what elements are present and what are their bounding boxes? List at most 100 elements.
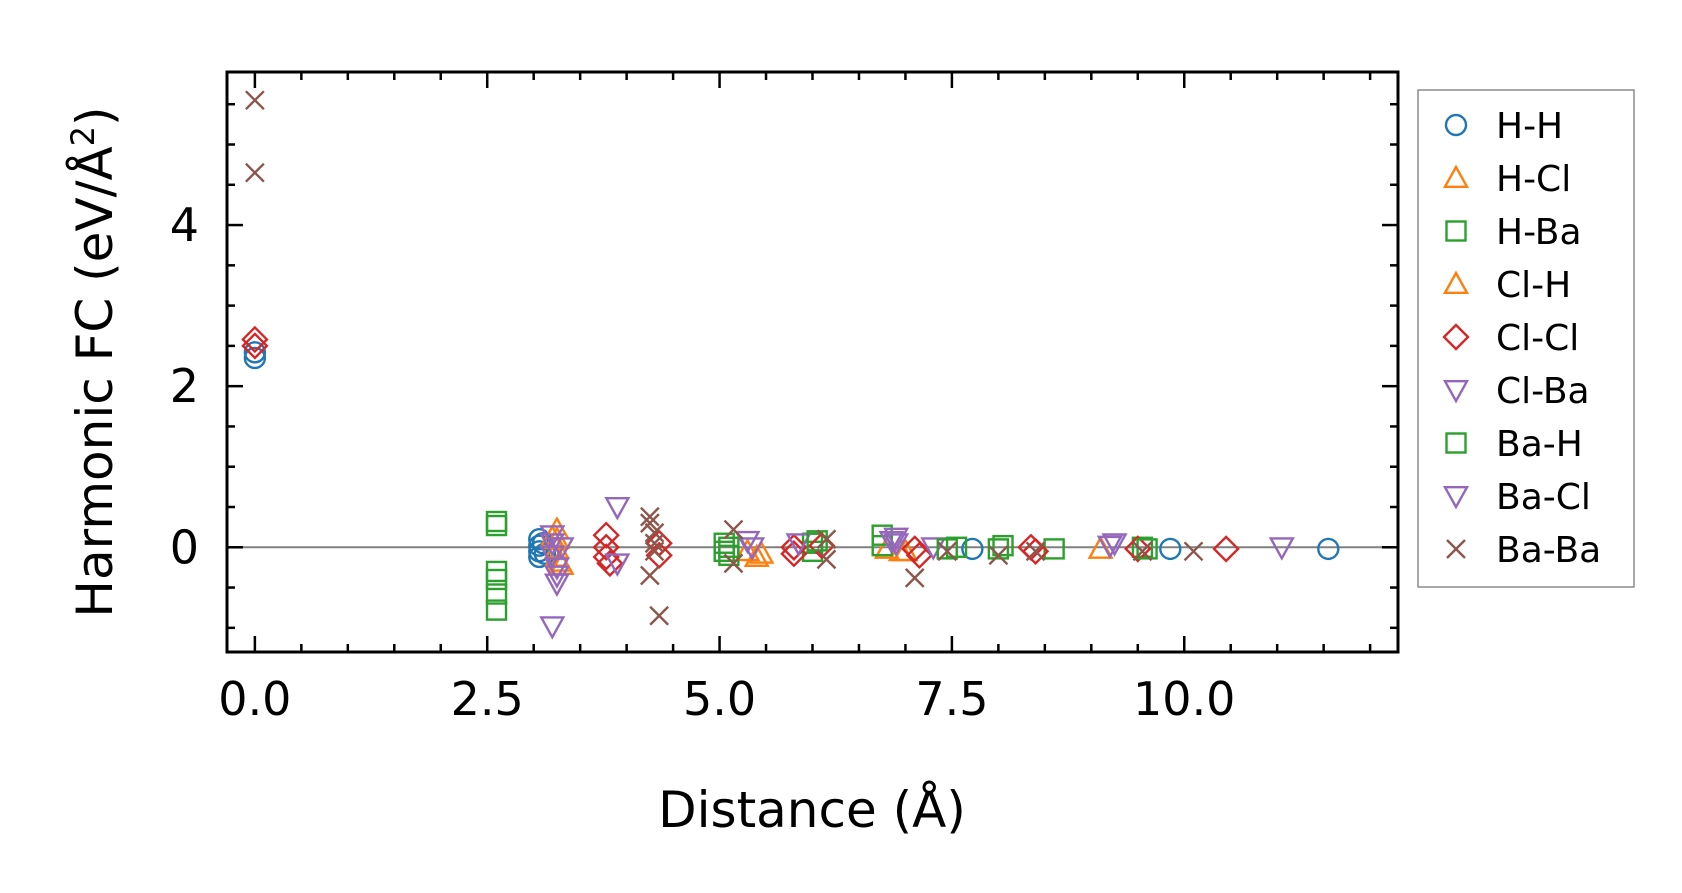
data-point-cl-ba (785, 533, 812, 557)
x-tick-label: 10.0 (1133, 672, 1235, 726)
data-marks (241, 90, 1340, 640)
y-axis-label-superscript: 2 (64, 126, 102, 146)
data-point-ba-h (1136, 538, 1158, 560)
x-tick-label: 2.5 (451, 672, 524, 726)
legend-label-ba-h: Ba-H (1496, 424, 1583, 465)
data-point-ba-ba (723, 519, 744, 540)
legend-marker-h-h (1444, 113, 1468, 137)
data-point-ba-ba (816, 529, 837, 550)
data-point-cl-ba (539, 533, 566, 557)
data-point-ba-ba (1025, 541, 1046, 562)
legend-label-ba-cl: Ba-Cl (1496, 477, 1591, 518)
y-axis-label: Harmonic FC (eV/Å2) (64, 106, 124, 617)
data-point-ba-ba (649, 605, 670, 626)
legend-label-ba-ba: Ba-Ba (1496, 530, 1601, 571)
legend-marker-ba-cl (1442, 486, 1470, 510)
data-point-cl-cl (241, 332, 269, 360)
data-point-h-h (1159, 537, 1182, 561)
x-tick-label: 7.5 (915, 672, 988, 726)
x-axis-label: Distance (Å) (658, 781, 966, 839)
data-point-cl-cl (592, 521, 620, 549)
x-tick-label: 5.0 (683, 672, 756, 726)
data-point-ba-ba (245, 162, 265, 183)
legend-marker-ba-h (1445, 432, 1467, 454)
legend-label-h-cl: H-Cl (1496, 159, 1571, 200)
data-point-cl-ba (883, 527, 910, 552)
data-point-ba-ba (1183, 541, 1204, 562)
data-point-cl-ba (539, 545, 566, 569)
data-point-ba-ba (723, 553, 744, 574)
legend-label-cl-cl: Cl-Cl (1496, 318, 1579, 359)
data-point-ba-ba (245, 90, 265, 111)
legend-marker-cl-cl (1442, 323, 1470, 351)
data-point-h-h (243, 346, 267, 370)
data-point-ba-h (987, 538, 1010, 560)
legend-label-h-h: H-H (1496, 106, 1563, 147)
data-point-ba-ba (640, 513, 660, 533)
legend-marker-h-cl (1442, 164, 1470, 189)
data-point-cl-cl (1021, 537, 1050, 566)
data-point-h-ba (485, 599, 508, 621)
y-tick-label: 0 (170, 520, 199, 574)
x-tick-label: 0.0 (218, 672, 291, 726)
data-point-cl-ba (604, 553, 631, 577)
data-point-cl-cl (1212, 535, 1240, 563)
data-point-ba-cl (878, 530, 905, 555)
data-point-cl-ba (539, 525, 566, 549)
data-point-h-ba (485, 560, 508, 583)
data-point-h-ba (485, 583, 508, 605)
data-point-ba-ba (1132, 541, 1153, 562)
data-point-h-ba (1043, 538, 1065, 560)
data-point-ba-ba (644, 533, 665, 554)
data-point-ba-ba (640, 565, 660, 586)
data-point-ba-h (936, 538, 958, 560)
y-tick-label: 2 (170, 359, 199, 413)
data-point-h-h (533, 542, 557, 565)
data-point-h-h (243, 341, 267, 364)
data-point-h-ba (485, 514, 508, 537)
data-point-h-ba (713, 540, 735, 563)
data-point-cl-cl (592, 533, 620, 561)
data-point-cl-ba (543, 573, 570, 597)
data-point-cl-cl (241, 325, 269, 354)
data-point-ba-ba (937, 541, 958, 562)
data-point-cl-ba (604, 497, 631, 521)
axis-ticks (227, 72, 1398, 652)
data-point-cl-ba (539, 616, 566, 640)
data-point-cl-cl (596, 549, 624, 578)
plot-frame (225, 70, 1400, 654)
data-point-ba-cl (1096, 535, 1123, 560)
data-point-cl-cl (780, 533, 808, 561)
data-point-cl-ba (543, 565, 570, 589)
data-point-ba-ba (904, 568, 925, 588)
data-point-cl-cl (905, 541, 934, 570)
data-point-ba-ba (988, 545, 1009, 566)
data-point-cl-ba (1101, 533, 1128, 557)
data-point-ba-ba (640, 506, 660, 527)
data-point-ba-cl (548, 537, 575, 561)
legend-marker-cl-ba (1442, 380, 1470, 404)
data-point-h-ba (485, 568, 508, 591)
legend-label-h-ba: H-Ba (1496, 212, 1582, 253)
legend-marker-cl-h (1442, 270, 1470, 294)
data-point-ba-ba (816, 549, 837, 570)
legend-marker-ba-ba (1446, 539, 1466, 559)
legend: H-H H-Cl H-Ba Cl-H Cl-Cl Cl-Ba Ba-H Ba-Cl Ba-Ba (1417, 89, 1635, 588)
data-point-cl-ba (883, 533, 910, 557)
data-point-h-h (1317, 537, 1340, 561)
data-point-h-ba (992, 534, 1014, 557)
data-point-cl-ba (1268, 537, 1295, 561)
data-point-cl-cl (901, 535, 929, 563)
y-tick-label: 4 (170, 198, 199, 252)
legend-label-cl-ba: Cl-Ba (1496, 371, 1590, 412)
data-point-cl-cl (592, 543, 620, 571)
data-point-ba-h (718, 536, 740, 558)
data-point-cl-cl (1124, 535, 1152, 563)
legend-label-cl-h: Cl-H (1496, 265, 1571, 306)
data-point-cl-ba (543, 557, 570, 581)
legend-marker-h-ba (1445, 220, 1467, 242)
data-point-h-h (961, 537, 984, 561)
data-point-h-cl (734, 537, 761, 562)
data-point-ba-cl (739, 537, 766, 561)
